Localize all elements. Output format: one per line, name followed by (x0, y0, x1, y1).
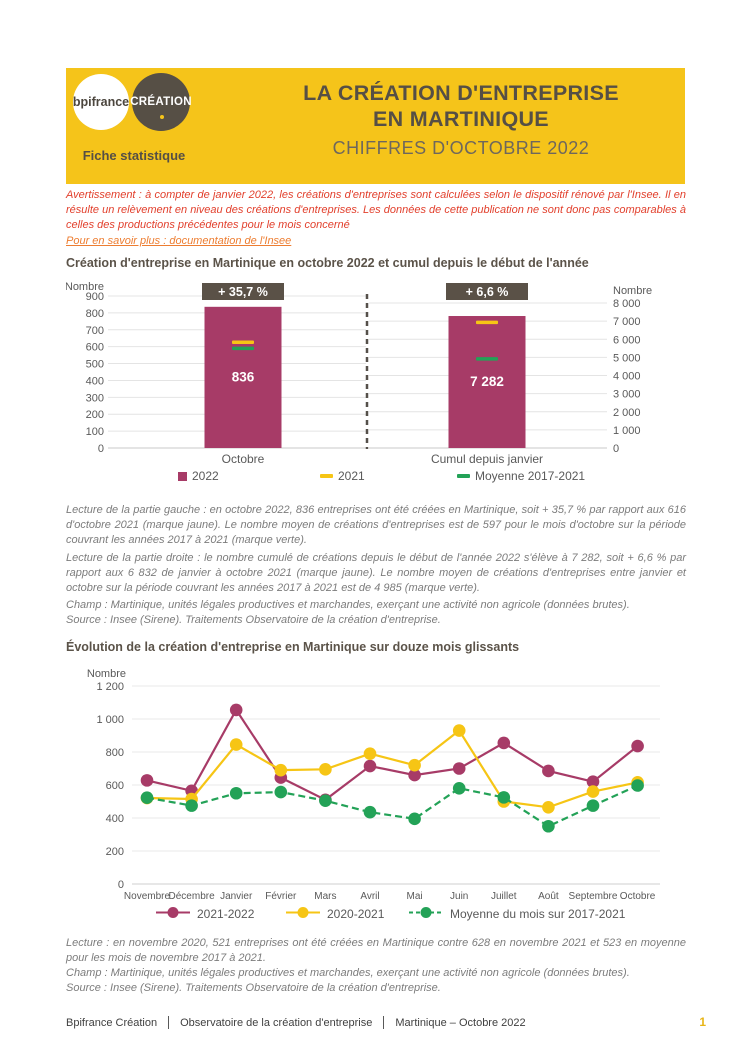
svg-text:Nombre: Nombre (87, 668, 126, 680)
chart1-title: Création d'entreprise en Martinique en o… (66, 256, 589, 270)
footer-brand: Bpifrance Création (66, 1016, 158, 1029)
legend-2021-2022-label: 2021-2022 (197, 907, 255, 921)
header-banner: bpifrance CRÉATION Fiche statistique LA … (66, 68, 685, 184)
lecture-right-note: Lecture de la partie droite : le nombre … (66, 552, 686, 595)
svg-text:600: 600 (106, 780, 124, 792)
legend-moyenne-mois-label: Moyenne du mois sur 2017-2021 (450, 907, 626, 921)
legend-2022-swatch-icon (178, 471, 187, 481)
svg-text:200: 200 (106, 846, 124, 858)
document-title-block: LA CRÉATION D'ENTREPRISE EN MARTINIQUE C… (246, 80, 676, 159)
lecture-note-2: Lecture : en novembre 2020, 521 entrepri… (66, 937, 686, 965)
svg-text:Mars: Mars (314, 891, 336, 902)
svg-text:Novembre: Novembre (124, 891, 171, 902)
svg-text:Nombre: Nombre (613, 285, 652, 297)
footer-edition: Martinique – Octobre 2022 (395, 1016, 526, 1029)
legend-moyenne-mois-line-icon (408, 906, 444, 922)
legend-2020-2021-line-icon (285, 906, 321, 922)
legend-item-moyenne-mois: Moyenne du mois sur 2017-2021 (408, 906, 625, 922)
source-note-2: Source : Insee (Sirene). Traitements Obs… (66, 982, 441, 994)
svg-text:1 200: 1 200 (96, 681, 124, 693)
svg-text:Juillet: Juillet (491, 891, 517, 902)
svg-text:8 000: 8 000 (613, 298, 641, 310)
bpifrance-logo: bpifrance (73, 74, 129, 130)
bar-chart-legend: 2022 2021 Moyenne 2017-2021 (66, 469, 686, 487)
svg-text:5 000: 5 000 (613, 352, 641, 364)
legend-item-2020-2021: 2020-2021 (285, 906, 384, 922)
svg-text:Nombre: Nombre (66, 282, 104, 293)
svg-text:100: 100 (86, 426, 104, 438)
svg-text:500: 500 (86, 359, 104, 371)
svg-text:2 000: 2 000 (613, 407, 641, 419)
page-number: 1 (699, 1015, 706, 1029)
svg-text:200: 200 (86, 409, 104, 421)
svg-text:Juin: Juin (450, 891, 468, 902)
legend-item-moyenne: Moyenne 2017-2021 (457, 469, 585, 483)
svg-text:Cumul depuis janvier: Cumul depuis janvier (431, 452, 543, 466)
svg-text:Janvier: Janvier (220, 891, 253, 902)
svg-text:300: 300 (86, 392, 104, 404)
document-title-line1: LA CRÉATION D'ENTREPRISE (303, 81, 619, 105)
svg-text:+ 6,6 %: + 6,6 % (466, 285, 509, 299)
svg-text:400: 400 (86, 375, 104, 387)
svg-text:+ 35,7 %: + 35,7 % (218, 285, 268, 299)
warning-text: Avertissement : à compter de janvier 202… (66, 189, 686, 232)
header-tagline: Fiche statistique (82, 148, 186, 163)
svg-text:6 000: 6 000 (613, 334, 641, 346)
svg-text:900: 900 (86, 291, 104, 303)
svg-text:Octobre: Octobre (222, 452, 265, 466)
svg-text:3 000: 3 000 (613, 389, 641, 401)
legend-2021-2022-line-icon (155, 906, 191, 922)
svg-text:1 000: 1 000 (96, 714, 124, 726)
footer-separator-icon (168, 1016, 170, 1029)
creation-logo-text: CRÉATION (130, 96, 192, 108)
legend-moyenne-dash-icon (457, 474, 470, 478)
svg-text:400: 400 (106, 813, 124, 825)
document-subtitle: CHIFFRES D'OCTOBRE 2022 (332, 138, 590, 158)
legend-2021-dash-icon (320, 474, 333, 478)
svg-text:800: 800 (106, 747, 124, 759)
legend-2021-label: 2021 (338, 469, 365, 483)
source-note-1: Source : Insee (Sirene). Traitements Obs… (66, 614, 441, 626)
insee-documentation-link[interactable]: Pour en savoir plus : documentation de l… (66, 235, 292, 247)
champ-note-2: Champ : Martinique, unités légales produ… (66, 967, 630, 979)
svg-text:Février: Février (265, 891, 297, 902)
footer: Bpifrance Création Observatoire de la cr… (66, 1016, 686, 1029)
svg-text:600: 600 (86, 342, 104, 354)
document-title-line2: EN MARTINIQUE (373, 107, 549, 131)
champ-note-1: Champ : Martinique, unités légales produ… (66, 599, 630, 611)
svg-text:4 000: 4 000 (613, 371, 641, 383)
legend-item-2022: 2022 (178, 469, 219, 483)
svg-text:1 000: 1 000 (613, 425, 641, 437)
svg-text:Septembre: Septembre (569, 891, 618, 902)
legend-2022-label: 2022 (192, 469, 219, 483)
line-chart-legend: 2021-2022 2020-2021 Moyenne du mois sur … (66, 906, 686, 924)
svg-text:Août: Août (538, 891, 559, 902)
chart2-title: Évolution de la création d'entreprise en… (66, 640, 520, 654)
legend-item-2021: 2021 (320, 469, 365, 483)
lecture-left-note: Lecture de la partie gauche : en octobre… (66, 504, 686, 547)
line-chart-svg: Nombre 0 200 400 600 800 1 000 1 200 NovembreDéc… (87, 668, 660, 902)
creation-logo-dot-icon (160, 115, 164, 119)
svg-text:836: 836 (232, 370, 255, 385)
creation-logo: CRÉATION (130, 73, 192, 131)
svg-text:700: 700 (86, 325, 104, 337)
legend-moyenne-label: Moyenne 2017-2021 (475, 469, 586, 483)
legend-item-2021-2022: 2021-2022 (155, 906, 254, 922)
svg-text:Décembre: Décembre (169, 891, 216, 902)
footer-separator-icon (383, 1016, 385, 1029)
svg-text:0: 0 (613, 443, 619, 455)
legend-2020-2021-label: 2020-2021 (327, 907, 385, 921)
bpifrance-logo-text: bpifrance (72, 95, 130, 109)
svg-text:7 000: 7 000 (613, 316, 641, 328)
svg-text:Octobre: Octobre (620, 891, 656, 902)
svg-text:7 282: 7 282 (470, 374, 504, 389)
svg-text:0: 0 (98, 443, 104, 455)
svg-text:Mai: Mai (407, 891, 423, 902)
svg-text:0: 0 (118, 879, 124, 891)
footer-observatory: Observatoire de la création d'entreprise (180, 1016, 373, 1029)
svg-text:800: 800 (86, 308, 104, 320)
svg-text:Avril: Avril (360, 891, 379, 902)
